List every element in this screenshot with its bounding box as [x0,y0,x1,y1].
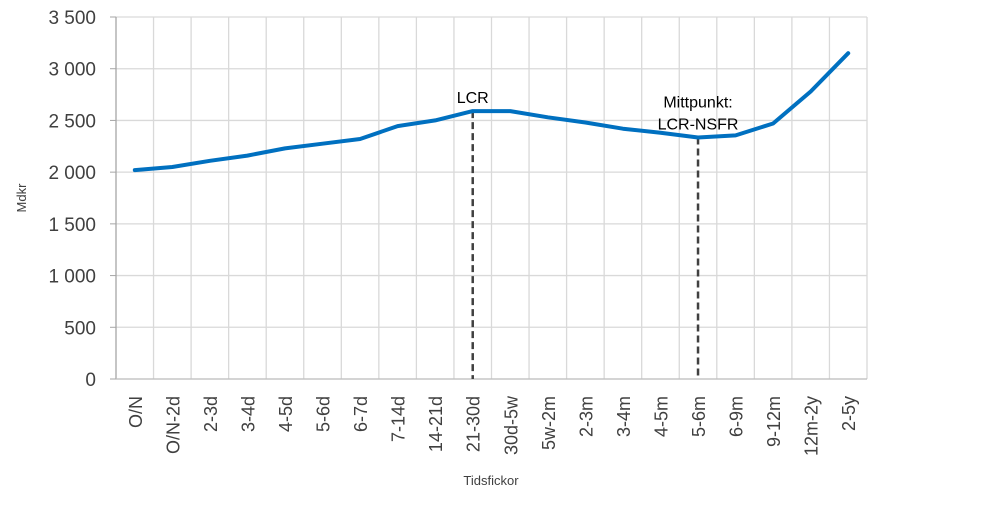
y-tick-label: 3 000 [48,60,96,81]
y-tick-label: 2 500 [48,111,96,132]
x-tick-label: 30d-5w [501,395,521,455]
y-tick-label: 500 [64,318,96,339]
x-tick-label: 4-5m [651,396,671,437]
y-tick-label: 3 500 [48,8,96,29]
annotation-label: Mittpunkt: [663,94,732,111]
x-tick-label: 3-4m [614,396,634,437]
x-tick-label: 6-7d [351,396,371,432]
x-tick-label: 5-6m [689,396,709,437]
x-tick-label: 3-4d [238,396,258,432]
y-tick-label: 1 000 [48,267,96,288]
x-tick-label: 4-5d [276,396,296,432]
data-series [132,51,851,173]
gridlines [116,16,868,380]
x-tick-label: 14-21d [426,396,446,452]
x-tick-label: 12m-2y [802,396,822,456]
y-tick-label: 0 [85,370,96,391]
x-tick-label: O/N [126,396,146,428]
x-tick-label: O/N-2d [163,396,183,454]
x-tick-label: 2-5y [839,396,859,431]
annotations: LCR Mittpunkt: LCR-NSFR [457,90,739,379]
x-axis: O/N O/N-2d 2-3d 3-4d 4-5d 5-6d 6-7d 7-14d 14-21d… [116,378,867,456]
y-axis-title: Mdkr [14,183,29,213]
x-tick-label: 2-3m [576,396,596,437]
x-tick-label: 2-3d [201,396,221,432]
series-line [132,51,851,173]
x-tick-label: 6-9m [727,396,747,437]
annotation-label: LCR-NSFR [658,116,739,133]
x-tick-label: 5-6d [314,396,334,432]
y-axis: 0 500 1 000 1 500 2 000 2 500 3 000 3 500 [48,8,117,391]
x-tick-label: 21-30d [464,396,484,452]
x-tick-label: 9-12m [764,396,784,447]
y-tick-label: 2 000 [48,163,96,184]
x-axis-title: Tidsfickor [463,473,519,488]
annotation-label: LCR [457,90,489,107]
y-tick-label: 1 500 [48,215,96,236]
x-tick-label: 7-14d [389,396,409,442]
x-tick-label: 5w-2m [539,396,559,450]
